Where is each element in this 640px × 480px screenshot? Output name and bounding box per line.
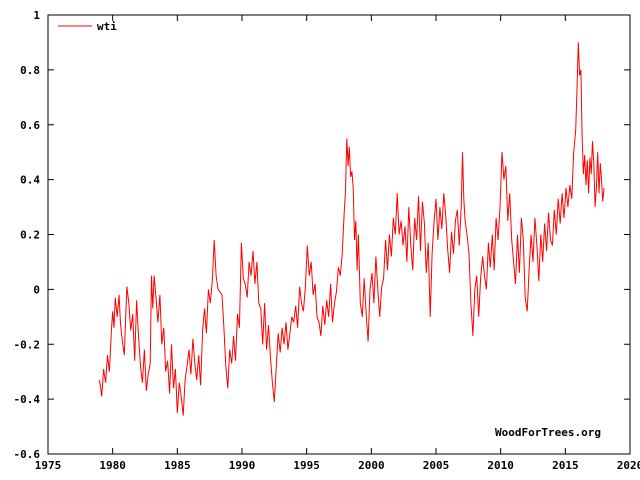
series-line-wti xyxy=(98,42,605,416)
x-tick-label: 2015 xyxy=(552,459,579,472)
y-tick-label: 0.4 xyxy=(20,174,40,187)
x-tick-label: 1975 xyxy=(35,459,62,472)
x-tick-label: 2020 xyxy=(617,459,640,472)
x-tick-label: 2010 xyxy=(487,459,514,472)
x-tick-label: 1980 xyxy=(99,459,126,472)
y-tick-label: -0.4 xyxy=(14,393,41,406)
y-tick-label: 0.8 xyxy=(20,64,40,77)
x-tick-label: 2000 xyxy=(358,459,385,472)
y-tick-label: -0.2 xyxy=(14,338,41,351)
plot-frame xyxy=(47,14,631,455)
credit-label: WoodForTrees.org xyxy=(495,426,601,439)
y-tick-label: 0 xyxy=(33,283,40,296)
y-tick-label: 1 xyxy=(33,9,40,22)
y-axis: -0.6 -0.4 -0.2 0 0.2 0.4 0.6 0.8 1 xyxy=(14,9,630,461)
y-tick-label: 0.2 xyxy=(20,229,40,242)
y-tick-label: -0.6 xyxy=(14,448,41,461)
x-axis: 1975 1980 1985 1990 1995 2000 2005 2010 2015 2020 xyxy=(35,15,640,472)
x-tick-label: 2005 xyxy=(423,459,450,472)
x-tick-label: 1985 xyxy=(164,459,191,472)
x-tick-label: 1990 xyxy=(229,459,256,472)
y-tick-label: 0.6 xyxy=(20,119,40,132)
x-tick-label: 1995 xyxy=(293,459,320,472)
legend: wti xyxy=(58,20,117,33)
legend-label-wti: wti xyxy=(97,20,117,33)
